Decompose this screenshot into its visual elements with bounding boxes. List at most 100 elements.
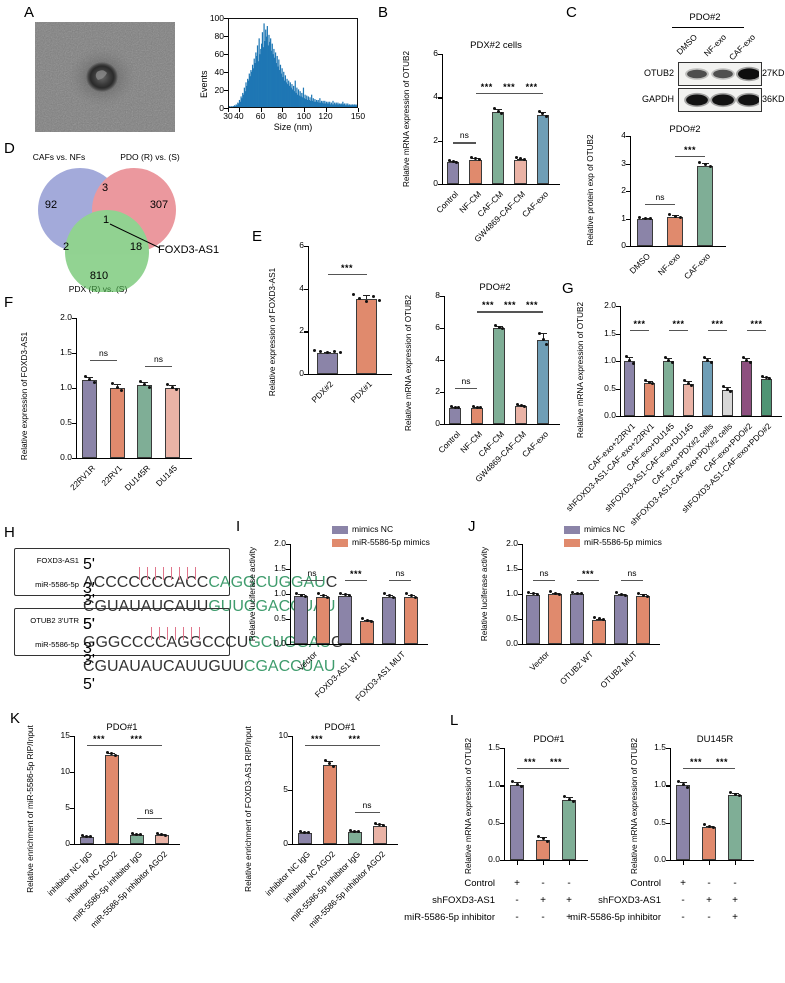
histogram-x-tick: 100 xyxy=(296,111,311,121)
data-point xyxy=(522,158,526,162)
significance-line xyxy=(577,580,599,582)
error-bar-cap xyxy=(539,332,547,334)
data-point xyxy=(321,594,325,597)
data-point xyxy=(328,762,331,766)
bar xyxy=(514,159,527,184)
condition-cell: + xyxy=(540,895,546,906)
panel-e-right-title: PDO#2 xyxy=(479,282,511,293)
condition-cell: + xyxy=(706,895,712,906)
bar xyxy=(682,384,694,416)
bar xyxy=(448,408,462,424)
data-point xyxy=(685,785,689,789)
x-axis xyxy=(620,416,782,418)
data-point xyxy=(447,158,451,162)
y-axis xyxy=(442,54,444,184)
condition-cell: - xyxy=(541,912,545,923)
bar xyxy=(514,406,528,424)
significance-label: *** xyxy=(715,757,728,768)
y-tickmark xyxy=(626,163,630,165)
data-point xyxy=(85,834,88,838)
panel-e-left-plot: 0 2 4 6 *** PDX#2 PDX#1 xyxy=(299,240,392,405)
panel-h-binding-sites: FOXD3-AS1 5' ACCCCCCCACCCAGGCUGGAUC 3' m… xyxy=(14,548,343,693)
y-tickmark xyxy=(286,619,290,621)
y-tick-label: 6 xyxy=(433,48,438,58)
panel-label-g: G xyxy=(562,280,574,297)
condition-row-label: Control xyxy=(630,878,661,889)
data-point xyxy=(493,323,497,327)
venn-count-only-c: 810 xyxy=(89,270,109,282)
bar xyxy=(322,764,337,844)
sequence-name-top: OTUB2 3'UTR xyxy=(30,616,79,625)
significance-label: *** xyxy=(503,300,516,311)
panel-c-plot: 0 1 2 3 4 ns *** DMSO NF-exo CAF-exo xyxy=(621,130,726,281)
data-point xyxy=(686,381,690,385)
histogram-x-tick: 30 xyxy=(223,111,233,121)
histogram-x-tickmark xyxy=(228,108,229,112)
panel-b-title: PDX#2 cells xyxy=(470,40,522,51)
panel-e-right-chart: Relative mRNA expression of OTUB2 PDO#2 … xyxy=(398,262,578,502)
data-point xyxy=(519,403,523,407)
y-tickmark xyxy=(72,353,76,355)
y-tickmark xyxy=(438,97,442,99)
x-axis xyxy=(290,644,428,646)
bar xyxy=(446,162,460,184)
y-tickmark xyxy=(70,772,74,774)
blot-band-row xyxy=(678,62,762,86)
y-tick-label: 1.0 xyxy=(654,779,666,790)
panel-label-i: I xyxy=(236,518,241,535)
data-point xyxy=(391,595,395,599)
panel-l-left-plot: 0.0 0.5 1.0 1.5 *** *** xyxy=(488,742,588,865)
data-point xyxy=(681,782,685,786)
condition-cell: - xyxy=(681,895,685,906)
panel-label-b: B xyxy=(378,4,389,21)
histogram-plot-area xyxy=(228,18,358,108)
y-tickmark xyxy=(500,860,504,862)
data-point xyxy=(515,156,519,160)
y-tick-label: 0.5 xyxy=(604,382,616,393)
significance-label: *** xyxy=(310,733,323,744)
data-point xyxy=(541,112,545,116)
data-point xyxy=(641,593,645,597)
error-bar-cap xyxy=(626,357,634,359)
data-point xyxy=(571,800,575,804)
data-point xyxy=(677,779,681,783)
y-tick-label: 10 xyxy=(60,766,70,776)
panel-j-chart: Relative luciferase activity mimics NC m… xyxy=(476,522,676,690)
significance-label: ns xyxy=(144,806,154,817)
data-point xyxy=(114,753,118,757)
data-point xyxy=(545,114,549,118)
panel-f-plot: 0.0 0.5 1.0 1.5 2.0 ns ns 22RV1R 22RV1 DU14… xyxy=(60,312,192,493)
data-point xyxy=(347,594,351,598)
data-point xyxy=(457,406,461,410)
bar xyxy=(536,114,550,184)
bar xyxy=(643,383,655,416)
significance-label: *** xyxy=(525,82,538,92)
panel-c-title: PDO#2 xyxy=(669,124,701,135)
data-point xyxy=(453,405,457,409)
x-axis xyxy=(442,184,560,186)
bar xyxy=(129,835,144,844)
data-point xyxy=(644,378,648,382)
y-tick-label: 0.0 xyxy=(60,452,72,462)
bar xyxy=(469,159,482,184)
data-point xyxy=(768,377,772,381)
panel-label-h: H xyxy=(4,524,15,541)
data-point xyxy=(737,794,741,798)
seq-grey: ACCCCCCCACC xyxy=(83,574,209,591)
bar xyxy=(164,388,180,458)
data-point xyxy=(511,780,515,784)
y-tick-label: 0.0 xyxy=(604,410,616,420)
data-point xyxy=(678,216,682,220)
sequence-bottom: 3' CGUAUAUCAUUGUUCGACCUAU 5' xyxy=(83,640,335,694)
significance-label: ns xyxy=(627,568,637,578)
histogram-y-tick: 80 xyxy=(214,31,224,41)
data-point xyxy=(563,795,567,799)
bar xyxy=(79,837,94,844)
bar xyxy=(727,795,743,860)
significance-label: *** xyxy=(503,82,516,92)
seq-prime5: 5' xyxy=(83,616,95,633)
panel-k-left-y-label: Relative enrichment of miR-5586-5p RIP/I… xyxy=(26,725,35,893)
data-point xyxy=(541,837,545,841)
data-point xyxy=(553,591,557,595)
y-tickmark xyxy=(438,184,442,186)
